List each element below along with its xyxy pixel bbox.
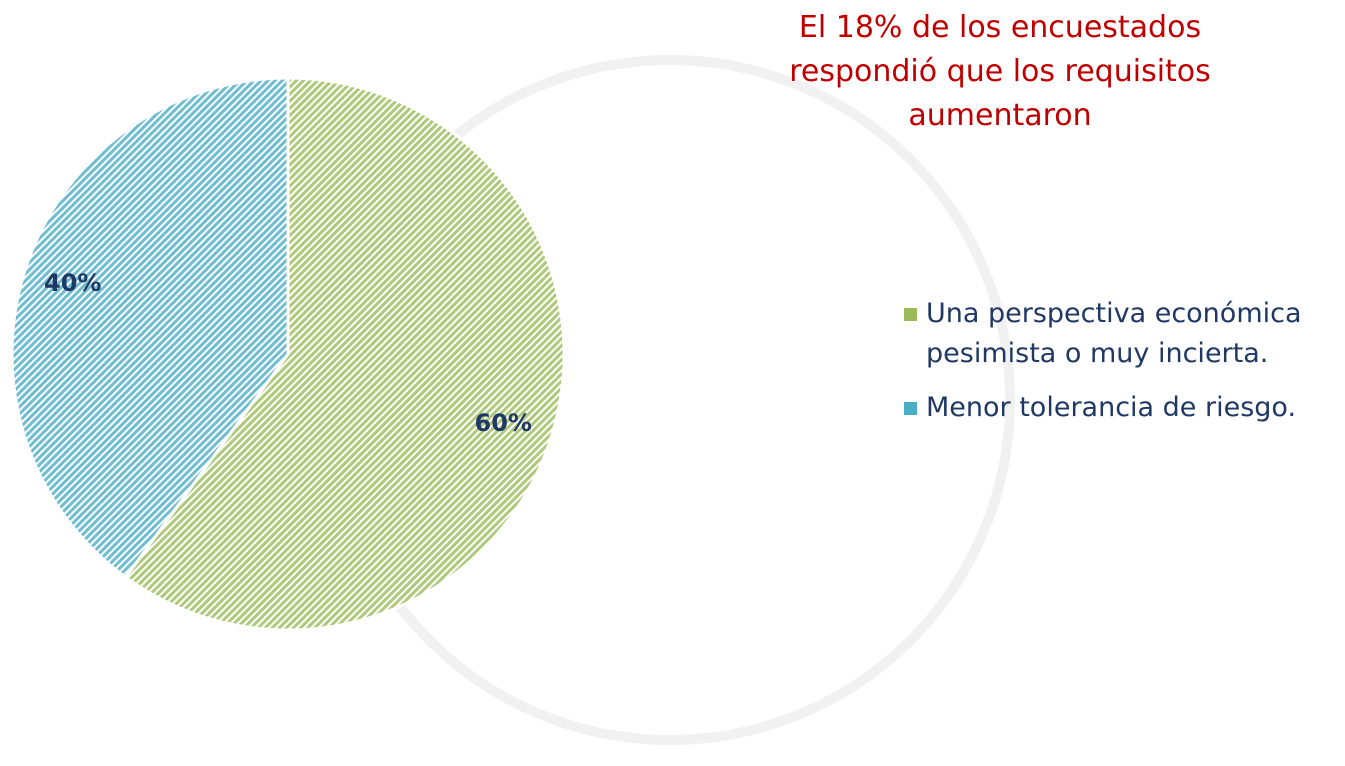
legend-label: Menor tolerancia de riesgo. <box>926 392 1297 423</box>
legend-swatch <box>904 308 917 321</box>
pie-slice <box>10 76 290 580</box>
legend-entry: Menor tolerancia de riesgo. <box>900 388 1340 428</box>
legend-label: Una perspectiva económica pesimista o mu… <box>926 298 1302 369</box>
chart-title: El 18% de los encuestados respondió que … <box>789 10 1211 133</box>
data-label: 60% <box>475 409 532 437</box>
data-label: 40% <box>44 269 101 297</box>
pie-slice <box>123 76 566 632</box>
legend-entry: Una perspectiva económica pesimista o mu… <box>900 294 1340 374</box>
legend-swatch <box>904 402 917 415</box>
legend: Una perspectiva económica pesimista o mu… <box>900 294 1340 442</box>
